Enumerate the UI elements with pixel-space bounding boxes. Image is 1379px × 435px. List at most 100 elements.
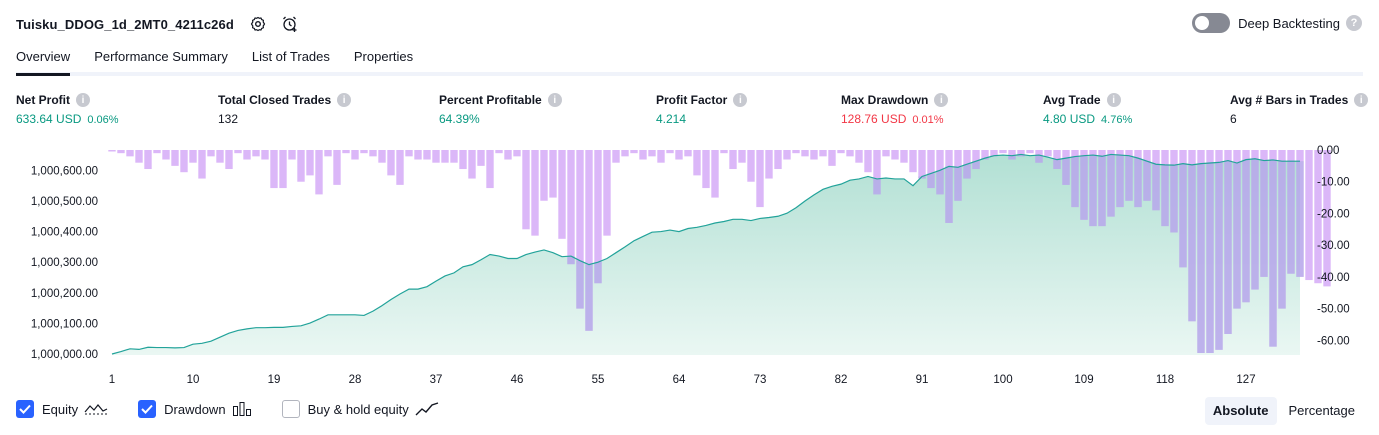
drawdown-bar[interactable] — [315, 150, 323, 195]
drawdown-bar[interactable] — [522, 150, 530, 230]
drawdown-bar[interactable] — [1008, 150, 1016, 160]
drawdown-bar[interactable] — [1044, 150, 1052, 157]
drawdown-bar[interactable] — [207, 150, 215, 157]
drawdown-bar[interactable] — [765, 150, 773, 179]
drawdown-bar[interactable] — [216, 150, 224, 163]
drawdown-bar[interactable] — [756, 150, 764, 208]
drawdown-bar[interactable] — [162, 150, 170, 160]
drawdown-bar[interactable] — [981, 150, 989, 160]
tab-overview[interactable]: Overview — [16, 44, 71, 76]
drawdown-bar[interactable] — [639, 150, 647, 160]
drawdown-bar[interactable] — [378, 150, 386, 163]
drawdown-bar[interactable] — [297, 150, 305, 182]
drawdown-bar[interactable] — [837, 150, 845, 154]
drawdown-bar[interactable] — [504, 150, 512, 160]
drawdown-bar[interactable] — [630, 150, 638, 154]
drawdown-bar[interactable] — [909, 150, 917, 173]
drawdown-bar[interactable] — [135, 150, 143, 163]
drawdown-bar[interactable] — [864, 150, 872, 173]
legend-drawdown[interactable]: Drawdown — [138, 400, 251, 418]
buy-hold-checkbox[interactable] — [281, 400, 300, 418]
info-icon[interactable]: i — [76, 93, 90, 107]
drawdown-bar[interactable] — [279, 150, 287, 189]
drawdown-bar[interactable] — [918, 150, 926, 179]
drawdown-bar[interactable] — [495, 150, 503, 154]
drawdown-bar[interactable] — [711, 150, 719, 198]
drawdown-bar[interactable] — [387, 150, 395, 176]
drawdown-bar[interactable] — [1323, 150, 1331, 287]
info-icon[interactable]: i — [1354, 93, 1369, 107]
drawdown-bar[interactable] — [180, 150, 188, 173]
equity-line[interactable] — [111, 153, 1300, 355]
legend-buy-hold[interactable]: Buy & hold equity — [281, 400, 439, 418]
drawdown-bar[interactable] — [729, 150, 737, 170]
drawdown-bar[interactable] — [405, 150, 413, 157]
drawdown-bar[interactable] — [693, 150, 701, 176]
drawdown-bar[interactable] — [243, 150, 251, 160]
drawdown-bar[interactable] — [270, 150, 278, 189]
drawdown-bar[interactable] — [513, 150, 521, 157]
deep-backtesting-toggle[interactable] — [1192, 13, 1231, 33]
drawdown-bar[interactable] — [612, 150, 620, 163]
tab-properties[interactable]: Properties — [353, 49, 414, 64]
drawdown-bar[interactable] — [324, 150, 332, 157]
drawdown-bar[interactable] — [873, 150, 881, 195]
drawdown-bar[interactable] — [585, 150, 593, 331]
drawdown-bar[interactable] — [720, 150, 728, 154]
drawdown-bar[interactable] — [459, 150, 467, 170]
info-icon[interactable]: i — [934, 93, 949, 107]
drawdown-bar[interactable] — [828, 150, 836, 166]
drawdown-bar[interactable] — [252, 150, 260, 157]
drawdown-bar[interactable] — [441, 150, 449, 163]
drawdown-bar[interactable] — [792, 150, 800, 154]
drawdown-bar[interactable] — [1305, 150, 1313, 281]
drawdown-bar[interactable] — [486, 150, 494, 189]
drawdown-bar[interactable] — [891, 150, 899, 160]
drawdown-bar[interactable] — [684, 150, 692, 157]
drawdown-bar[interactable] — [450, 150, 458, 163]
drawdown-bar[interactable] — [144, 150, 152, 170]
drawdown-bar[interactable] — [477, 150, 485, 166]
drawdown-bar[interactable] — [360, 150, 368, 154]
drawdown-bar[interactable] — [999, 150, 1007, 154]
drawdown-bar[interactable] — [225, 150, 233, 170]
drawdown-bar[interactable] — [540, 150, 548, 201]
drawdown-bar[interactable] — [657, 150, 665, 163]
drawdown-bar[interactable] — [342, 150, 350, 154]
drawdown-bar[interactable] — [990, 150, 998, 157]
drawdown-bar[interactable] — [648, 150, 656, 157]
legend-equity[interactable]: Equity — [16, 400, 108, 418]
info-icon[interactable]: i — [1106, 93, 1121, 107]
drawdown-bar[interactable] — [801, 150, 809, 157]
drawdown-bar[interactable] — [675, 150, 683, 160]
absolute-button[interactable]: Absolute — [1204, 397, 1277, 425]
drawdown-bar[interactable] — [810, 150, 818, 160]
tab-list-of-trades[interactable]: List of Trades — [251, 49, 330, 64]
drawdown-bar[interactable] — [531, 150, 539, 236]
drawdown-bar[interactable] — [396, 150, 404, 185]
drawdown-bar[interactable] — [621, 150, 629, 157]
drawdown-bar[interactable] — [108, 150, 116, 152]
tab-performance-summary[interactable]: Performance Summary — [94, 49, 228, 64]
drawdown-bar[interactable] — [846, 150, 854, 157]
drawdown-bar[interactable] — [468, 150, 476, 179]
drawdown-bar[interactable] — [333, 150, 341, 185]
drawdown-bar[interactable] — [927, 150, 935, 189]
drawdown-bar[interactable] — [351, 150, 359, 160]
drawdown-bar[interactable] — [1314, 150, 1322, 284]
alarm-plus-icon[interactable] — [280, 14, 300, 34]
drawdown-bar[interactable] — [549, 150, 557, 198]
help-icon[interactable]: ? — [1346, 15, 1362, 31]
info-icon[interactable]: i — [337, 93, 352, 107]
drawdown-bar[interactable] — [423, 150, 431, 160]
info-icon[interactable]: i — [733, 93, 748, 107]
drawdown-bar[interactable] — [369, 150, 377, 157]
drawdown-bar[interactable] — [666, 150, 674, 154]
drawdown-bar[interactable] — [1017, 150, 1025, 157]
drawdown-bar[interactable] — [747, 150, 755, 182]
drawdown-bar[interactable] — [900, 150, 908, 163]
drawdown-bar[interactable] — [126, 150, 134, 157]
drawdown-bar[interactable] — [432, 150, 440, 163]
drawdown-bar[interactable] — [855, 150, 863, 163]
drawdown-bar[interactable] — [594, 150, 602, 284]
